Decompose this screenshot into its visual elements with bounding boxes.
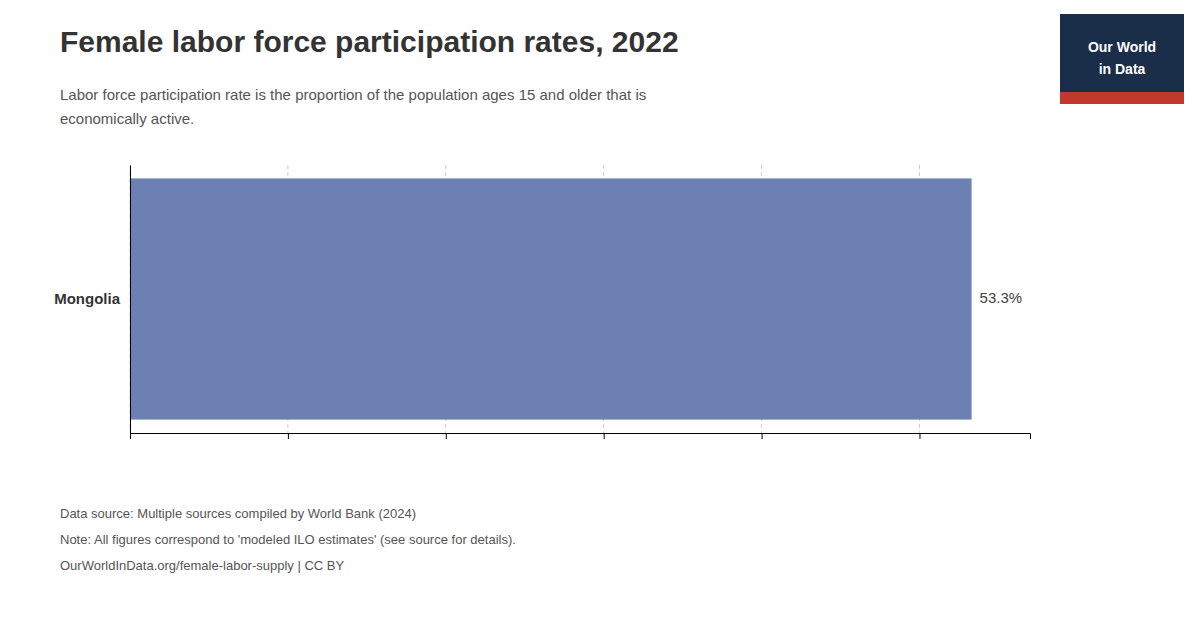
subtitle: economically active. (60, 110, 194, 127)
footer: OurWorldInData.org/female-labor-supply |… (60, 558, 345, 573)
logo-background (1060, 14, 1184, 104)
bars (130, 178, 972, 419)
x-tick (762, 433, 763, 439)
footer: Note: All figures correspond to 'modeled… (60, 532, 516, 547)
x-axis-line (131, 434, 1031, 440)
x-tick (604, 433, 605, 439)
y-axis: Mongolia (54, 166, 130, 434)
data-label: 53.3% (980, 289, 1023, 306)
chart: Female labor force participation rates, … (0, 0, 1200, 628)
data-labels: 53.3% (980, 289, 1023, 306)
x-tick-mark (130, 433, 131, 439)
x-tick-mark (446, 433, 447, 439)
x-tick (446, 433, 447, 439)
plot: Mongolia 53.3% (54, 165, 1030, 439)
logo-text: in Data (1099, 61, 1146, 77)
logo-stripe (1060, 92, 1184, 104)
x-tick-mark (919, 433, 920, 439)
bar (130, 178, 972, 419)
logo: Our World in Data (1060, 14, 1184, 104)
x-tick-mark (288, 433, 289, 439)
y-tick-label: Mongolia (54, 290, 120, 307)
footer: Data source: Multiple sources compiled b… (60, 506, 416, 521)
title: Female labor force participation rates, … (60, 25, 679, 58)
grid-line (130, 165, 131, 433)
x-tick (130, 433, 131, 439)
x-axis (131, 433, 1031, 439)
logo-text: Our World (1088, 39, 1156, 55)
x-tick-mark (762, 433, 763, 439)
y-axis-line (130, 166, 131, 434)
x-tick-mark (604, 433, 605, 439)
x-tick (288, 433, 289, 439)
y-tick: Mongolia (54, 290, 120, 307)
subtitle: Labor force participation rate is the pr… (60, 86, 646, 103)
x-tick (919, 433, 920, 439)
